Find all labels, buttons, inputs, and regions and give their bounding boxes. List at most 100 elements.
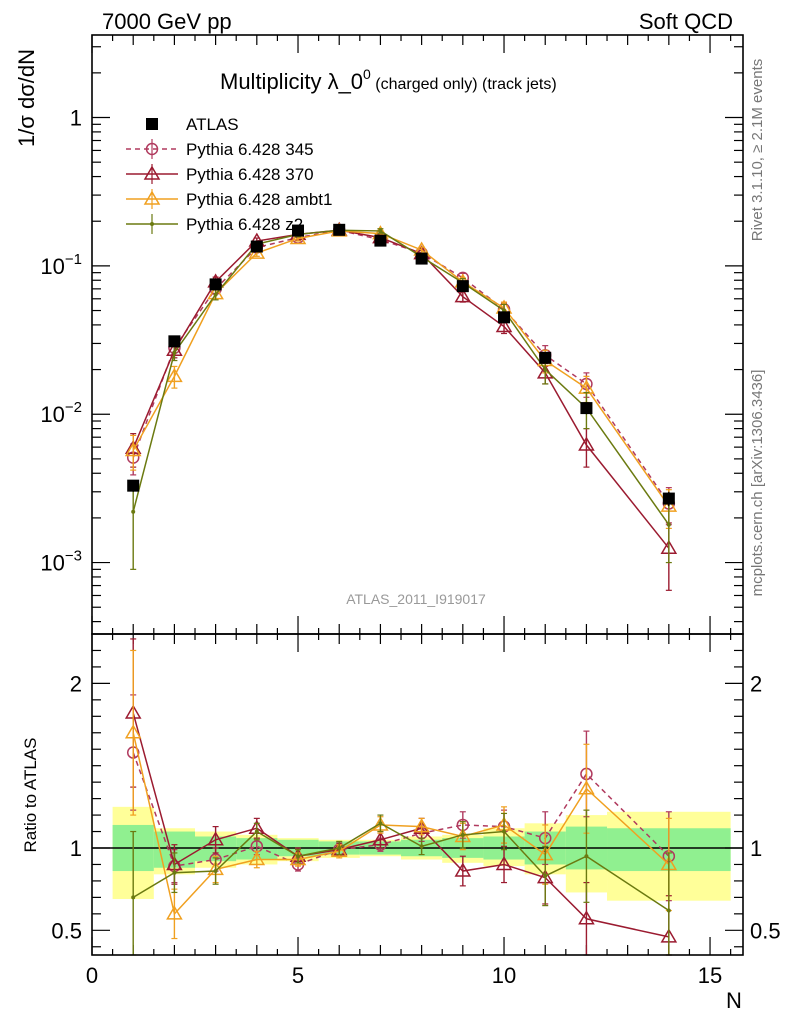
legend-marker xyxy=(150,222,154,226)
legend-marker xyxy=(145,142,159,156)
ratio-ytick-label-right: 0.5 xyxy=(750,918,781,943)
legend-entry: ATLAS xyxy=(146,115,239,134)
main-ytick-label: 10−3 xyxy=(40,548,82,576)
ratio-series xyxy=(124,649,678,940)
ratio-data-point xyxy=(296,854,301,859)
legend-label: Pythia 6.428 345 xyxy=(186,140,314,159)
legend: ATLAS Pythia 6.428 345 Pythia 6.428 370 Pyt… xyxy=(126,115,332,234)
ratio-ytick-label: 2 xyxy=(70,671,82,696)
ratio-ytick-label: 0.5 xyxy=(51,918,82,943)
main-data-point xyxy=(168,335,181,348)
main-data-point xyxy=(166,367,183,383)
main-data-point xyxy=(209,278,222,291)
ratio-data-point xyxy=(543,873,548,878)
legend-entry: Pythia 6.428 370 xyxy=(126,164,314,184)
ratio-xtick-label: 5 xyxy=(292,963,304,988)
main-data-point xyxy=(543,367,548,372)
ratio-panel-frame xyxy=(91,633,744,956)
main-ytick-label: 10−1 xyxy=(40,251,82,279)
mcplots-label: mcplots.cern.ch [arXiv:1306.3436] xyxy=(749,370,766,597)
ratio-xtick-label: 10 xyxy=(492,963,516,988)
ratio-data-point xyxy=(213,869,218,874)
ratio-data-point xyxy=(131,895,136,900)
main-series-line xyxy=(132,230,670,507)
main-series-line xyxy=(132,229,670,526)
ratio-data-point xyxy=(502,829,507,834)
main-series-line xyxy=(132,229,670,504)
ratio-xtick-label: 15 xyxy=(698,963,722,988)
main-data-point xyxy=(213,292,218,297)
ratio-data-point xyxy=(666,908,671,913)
main-data-point xyxy=(131,509,136,514)
ratio-data-point xyxy=(584,854,589,859)
legend-entry: Pythia 6.428 ambt1 xyxy=(126,189,332,209)
main-data-point xyxy=(250,240,263,253)
rivet-version-label: Rivet 3.1.10, ≥ 2.1M events xyxy=(749,59,766,242)
main-data-point xyxy=(374,234,387,247)
ratio-data-point xyxy=(172,870,177,875)
main-ytick-label: 1 xyxy=(70,106,82,131)
main-data-point xyxy=(289,229,307,245)
ratio-data-point xyxy=(413,818,430,833)
main-ylabel: 1/σ dσ/dN xyxy=(14,49,39,147)
header-right-label: Soft QCD xyxy=(639,9,733,34)
main-data-point xyxy=(172,350,177,355)
main-ytick-label: 10−2 xyxy=(40,399,82,427)
legend-label: Pythia 6.428 370 xyxy=(186,165,314,184)
legend-entry: Pythia 6.428 z2 xyxy=(126,214,303,234)
ratio-data-point xyxy=(372,831,389,846)
main-data-point xyxy=(495,318,513,333)
legend-label: Pythia 6.428 z2 xyxy=(186,215,303,234)
main-title: Multiplicity λ_00 (charged only) (track … xyxy=(220,66,557,94)
main-series xyxy=(127,223,675,507)
main-data-point xyxy=(539,351,552,364)
ratio-series xyxy=(124,638,678,956)
main-data-point xyxy=(333,223,346,236)
legend-label: Pythia 6.428 ambt1 xyxy=(186,190,332,209)
main-data-point xyxy=(124,441,142,457)
main-series xyxy=(124,222,678,529)
main-data-point xyxy=(662,492,675,505)
ratio-data-point xyxy=(578,910,595,925)
main-data-point xyxy=(415,252,428,265)
main-data-point xyxy=(666,522,671,527)
ratio-data-point xyxy=(419,844,424,849)
ratio-data-point xyxy=(337,846,342,850)
main-data-point xyxy=(454,288,472,303)
ratio-data-point xyxy=(378,821,383,826)
ratio-data-point xyxy=(460,832,465,837)
main-series xyxy=(126,223,676,526)
title-superscript: 0 xyxy=(363,66,371,82)
ratio-ytick-label: 1 xyxy=(70,836,82,861)
ratio-ylabel: Ratio to ATLAS xyxy=(21,738,40,853)
ratio-ytick-label-right: 1 xyxy=(750,836,762,861)
main-series-layer xyxy=(124,221,678,591)
ratio-data-point xyxy=(207,831,224,846)
main-data-point xyxy=(127,479,140,492)
main-data-point xyxy=(578,436,595,451)
main-data-point xyxy=(498,311,511,324)
ratio-ytick-label-right: 2 xyxy=(750,671,762,696)
ratio-series-layer xyxy=(124,638,678,956)
main-series xyxy=(124,221,678,591)
legend-marker xyxy=(143,190,161,205)
ratio-data-point xyxy=(124,724,142,739)
legend-entry: Pythia 6.428 345 xyxy=(126,139,314,159)
ratio-data-point xyxy=(330,842,348,858)
main-axis-ticks: 1 10−1 10−2 10−3 xyxy=(40,35,743,634)
main-data-point xyxy=(292,224,305,237)
ratio-data-point xyxy=(454,862,472,877)
main-data-point xyxy=(580,402,593,415)
ratio-data-point xyxy=(248,851,266,866)
ratio-data-point xyxy=(289,851,307,866)
legend-marker xyxy=(146,118,158,130)
ratio-data-point xyxy=(495,855,513,871)
ratio-axis-ticks: 2 21 10.5 0.50 5 10 15 xyxy=(51,634,781,988)
ratio-data-point xyxy=(166,905,183,920)
main-data-point xyxy=(378,228,383,233)
header-left-label: 7000 GeV pp xyxy=(102,9,232,34)
legend-marker xyxy=(143,165,161,180)
ratio-xtick-label: 0 xyxy=(86,963,98,988)
analysis-watermark: ATLAS_2011_I919017 xyxy=(346,591,486,607)
